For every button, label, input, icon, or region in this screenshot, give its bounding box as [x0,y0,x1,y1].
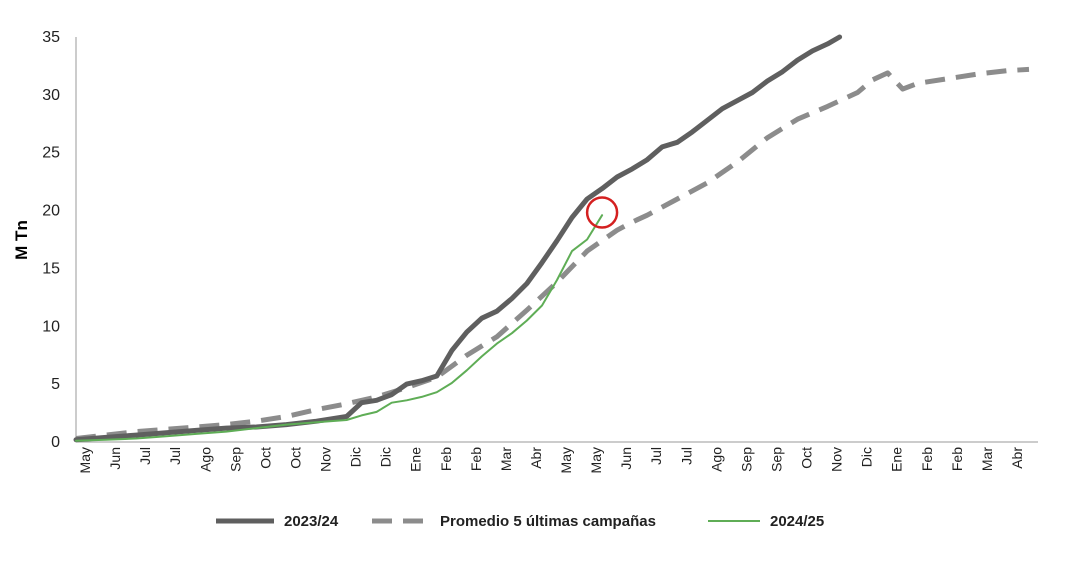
legend-label-0: 2023/24 [284,513,339,530]
x-tick-label: Nov [318,447,334,472]
x-tick-label: Nov [829,447,845,472]
x-tick-label: Mar [498,447,514,471]
x-tick-label: Feb [919,447,935,471]
series-lines [73,34,1030,443]
y-tick-label: 0 [51,434,60,451]
y-tick-label: 25 [42,145,60,162]
y-tick-label: 20 [42,203,60,220]
x-tick-label: Oct [287,447,303,469]
x-tick-label: Jul [678,447,694,465]
x-tick-label: May [77,447,93,473]
x-tick-label: Ene [408,447,424,472]
series-line-1 [75,66,1030,441]
x-tick-label: Feb [949,447,965,471]
x-tick-label: Ago [197,447,213,472]
annotations [585,196,619,229]
x-tick-label: Feb [438,447,454,471]
series-line-0 [73,34,843,443]
x-tick-label: Abr [528,447,544,469]
x-tick-label: Dic [378,447,394,467]
x-tick-label: Feb [468,447,484,471]
x-axis-ticks: May Jun Jul Jul Ago Sep Oct Oct Nov Dic Dic Ene Feb F… [77,447,1025,474]
x-tick-label: Sep [738,447,754,472]
x-tick-label: Ago [708,447,724,472]
y-tick-label: 5 [51,376,60,393]
x-tick-label: Jul [648,447,664,465]
series-line-2 [75,214,604,442]
y-tick-label: 35 [42,29,60,46]
y-axis-ticks: 0 5 10 15 20 25 30 35 [42,29,60,451]
legend-label-1: Promedio 5 últimas campañas [440,513,656,530]
x-tick-label: Abr [1009,447,1025,469]
y-tick-label: 30 [42,87,60,104]
x-tick-label: Dic [859,447,875,467]
x-tick-label: Oct [799,447,815,469]
legend-label-2: 2024/25 [770,513,824,530]
y-axis-label: M Tn [12,220,31,260]
x-tick-label: May [558,447,574,473]
x-tick-label: Dic [348,447,364,467]
axes [75,37,1038,443]
x-tick-label: Sep [768,447,784,472]
legend: 2023/24 Promedio 5 últimas campañas 2024/2… [216,513,824,530]
x-tick-label: Ene [889,447,905,472]
highlight-circle [585,196,619,229]
x-tick-label: May [588,447,604,473]
y-tick-label: 10 [42,318,60,335]
x-tick-label: Jul [167,447,183,465]
x-tick-label: Jun [618,447,634,470]
x-tick-label: Oct [257,447,273,469]
y-tick-label: 15 [42,260,60,277]
x-tick-label: Jul [137,447,153,465]
x-tick-label: Sep [227,447,243,472]
x-tick-label: Mar [979,447,995,471]
x-tick-label: Jun [107,447,123,470]
